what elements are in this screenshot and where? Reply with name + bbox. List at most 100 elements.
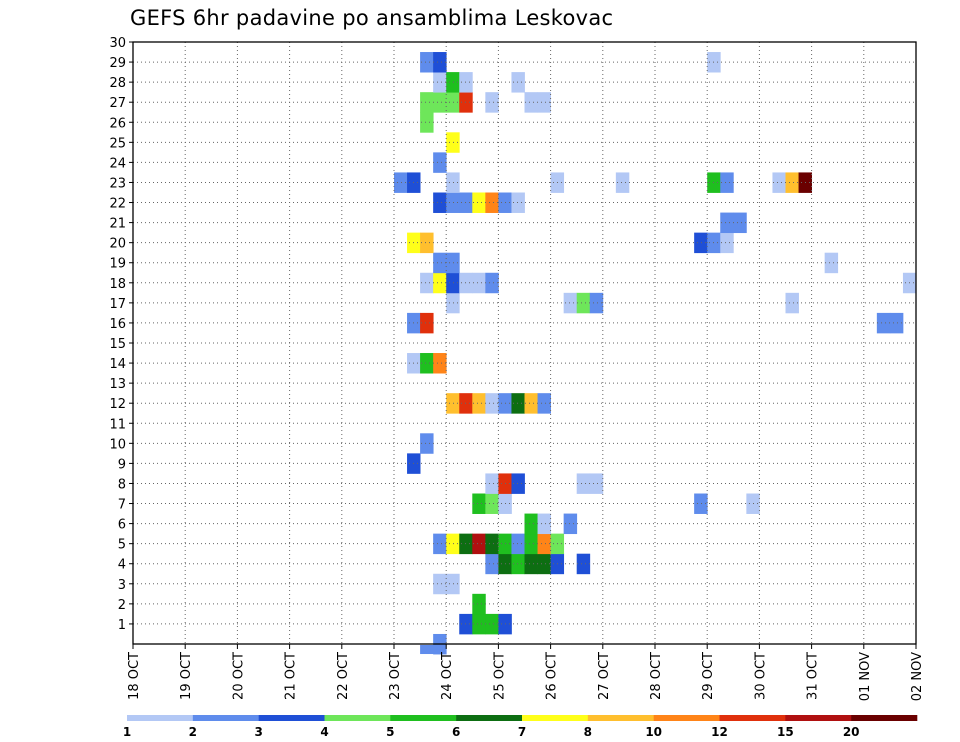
colorbar-label: 20: [843, 725, 860, 739]
colorbar-segment: [587, 715, 654, 721]
heatmap-cell: [433, 72, 447, 93]
heatmap-cell: [446, 573, 460, 595]
heatmap-cell: [433, 353, 447, 374]
heatmap-cell: [472, 192, 486, 213]
heatmap-cell: [433, 192, 447, 213]
x-tick-label: 23 OCT: [388, 652, 403, 700]
x-tick-label: 20 OCT: [231, 652, 246, 700]
heatmap-cell: [615, 172, 630, 193]
colorbar-label: 3: [254, 725, 262, 739]
heatmap-cell: [537, 553, 551, 575]
y-tick-label: 2: [118, 598, 126, 613]
y-tick-label: 17: [109, 297, 126, 312]
heatmap-cell: [524, 533, 538, 555]
heatmap-cell: [720, 172, 734, 193]
heatmap-cell: [446, 92, 460, 113]
heatmap-cell: [433, 573, 447, 595]
colorbar-label: 1: [123, 725, 131, 739]
x-tick-label: 19 OCT: [179, 652, 194, 700]
x-tick-label: 25 OCT: [492, 652, 507, 700]
colorbar-segment: [127, 715, 194, 721]
heatmap-cell: [420, 232, 434, 254]
y-tick-label: 8: [118, 477, 126, 492]
colorbar-label: 12: [711, 725, 728, 739]
y-tick-label: 30: [109, 36, 126, 51]
colorbar-segment: [653, 715, 720, 721]
heatmap-cell: [485, 493, 499, 514]
y-tick-label: 7: [118, 498, 126, 513]
heatmap-cell: [511, 192, 525, 213]
y-tick-label: 20: [109, 237, 126, 252]
y-axis-ticks: 1234567891011121314151617181920212223242…: [109, 36, 133, 633]
heatmap-cell: [576, 473, 591, 494]
colorbar-label: 2: [189, 725, 197, 739]
y-tick-label: 21: [109, 217, 126, 232]
y-tick-label: 15: [109, 337, 126, 352]
colorbar-label: 8: [584, 725, 592, 739]
y-tick-label: 27: [109, 96, 126, 111]
heatmap-cell: [485, 272, 499, 294]
y-tick-label: 3: [118, 578, 126, 593]
x-tick-label: 26 OCT: [545, 652, 560, 700]
y-tick-label: 18: [109, 277, 126, 292]
heatmap-cell: [485, 473, 499, 494]
heatmap-cell: [537, 393, 551, 414]
heatmap-cell: [511, 473, 525, 494]
heatmap-cell: [472, 493, 486, 514]
heatmap-cell: [876, 312, 891, 334]
heatmap-cell: [433, 152, 447, 173]
heatmap-cell: [524, 92, 538, 113]
heatmap-cell: [433, 52, 447, 73]
heatmap-cell: [433, 252, 447, 274]
y-tick-label: 16: [109, 317, 126, 332]
heatmap-cell: [420, 272, 434, 294]
heatmap-cell: [446, 132, 460, 153]
heatmap-cell: [420, 312, 434, 334]
heatmap-cell: [433, 92, 447, 113]
heatmap-cell: [420, 433, 434, 454]
heatmap-cell: [733, 212, 747, 234]
heatmap-cell: [511, 553, 525, 575]
colorbar-segment: [258, 715, 325, 721]
x-tick-label: 18 OCT: [127, 652, 142, 700]
y-tick-label: 24: [109, 156, 126, 171]
y-tick-label: 13: [109, 377, 126, 392]
y-tick-label: 19: [109, 257, 126, 272]
colorbar-segment: [456, 715, 523, 721]
heatmap-cell: [694, 493, 708, 514]
heatmap-cell: [420, 52, 434, 73]
y-tick-label: 12: [109, 397, 126, 412]
heatmap-cell: [511, 533, 525, 555]
colorbar-label: 6: [452, 725, 460, 739]
colorbar-label: 4: [320, 725, 328, 739]
heatmap-cell: [485, 533, 499, 555]
x-axis-ticks: 18 OCT 19 OCT 20 OCT 21 OCT 22 OCT 23 OCT 24 O…: [127, 644, 925, 701]
plot-frame: [132, 41, 917, 645]
colorbar-label: 15: [777, 725, 794, 739]
heatmap-cell: [472, 272, 486, 294]
colorbar: 1 2 3 4 5 6 7 8 10 12 15 20: [123, 715, 918, 739]
heatmap-cell: [524, 513, 538, 535]
colorbar-segment: [324, 715, 391, 721]
y-tick-label: 23: [109, 176, 126, 191]
heatmap-cell: [446, 292, 460, 314]
heatmap-cell: [394, 172, 408, 193]
heatmap-cell: [589, 292, 604, 314]
heatmap-cell: [589, 473, 604, 494]
x-tick-label: 30 OCT: [753, 652, 768, 700]
heatmap-cell: [472, 393, 486, 414]
x-tick-label: 29 OCT: [701, 652, 716, 700]
heatmap-cell: [420, 645, 434, 655]
x-tick-label: 01 NOV: [858, 652, 873, 701]
heatmap-cell: [446, 72, 460, 93]
heatmap-cell: [485, 92, 499, 113]
heatmap-cell: [524, 393, 538, 414]
heatmap-cell: [472, 593, 486, 615]
heatmap-cell: [511, 393, 525, 414]
chart-title: GEFS 6hr padavine po ansamblima Leskovac: [130, 6, 614, 30]
heatmap-cell: [485, 393, 499, 414]
x-tick-label: 02 NOV: [910, 652, 925, 701]
heatmap-cell: [537, 513, 551, 535]
heatmap-cell: [446, 172, 460, 193]
